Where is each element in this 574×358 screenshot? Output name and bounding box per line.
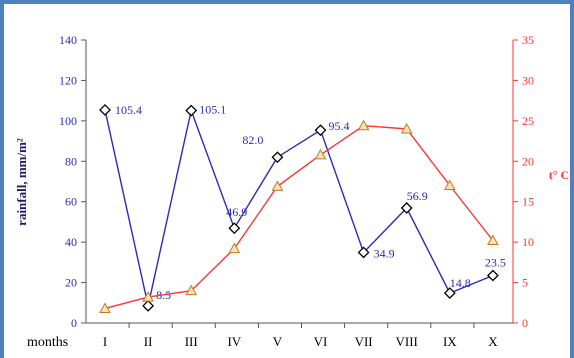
data-label: 14.8	[450, 276, 471, 290]
y-left-tick-label: 140	[59, 33, 77, 47]
rainfall-point	[99, 104, 111, 116]
y-right-tick-label: 10	[522, 235, 534, 249]
y-right-tick-label: 35	[522, 33, 534, 47]
y-right-tick-label: 5	[522, 276, 528, 290]
y-left-tick-label: 40	[65, 235, 77, 249]
x-tick-label: III	[185, 334, 198, 349]
rainfall-point	[357, 246, 370, 259]
y-left-tick-label: 20	[65, 276, 77, 290]
rainfall-point	[142, 299, 155, 312]
x-tick-label: VII	[355, 334, 373, 349]
data-label: 105.1	[199, 103, 226, 117]
y-right-axis-title: t° C	[549, 168, 569, 182]
rainfall-point	[185, 104, 198, 117]
x-tick-label: V	[273, 334, 283, 349]
x-tick-label: X	[488, 334, 498, 349]
data-label: 95.4	[329, 119, 350, 133]
data-label: 46.9	[226, 205, 247, 219]
temperature-point	[228, 242, 241, 254]
y-right-tick-label: 15	[522, 195, 534, 209]
axes	[81, 39, 518, 328]
rainfall-point	[443, 287, 456, 300]
rainfall-point	[486, 269, 499, 282]
temperature-point	[314, 148, 327, 160]
y-left-tick-label: 80	[65, 154, 77, 168]
y-left-tick-label: 120	[59, 73, 77, 87]
x-tick-label: IV	[227, 334, 241, 349]
temperature-point	[400, 122, 413, 134]
temperature-point	[185, 284, 198, 296]
y-right-tick-label: 20	[522, 154, 534, 168]
temperature-line	[104, 124, 494, 310]
data-label: 82.0	[242, 133, 263, 147]
x-tick-label: I	[103, 334, 107, 349]
x-tick-label: VIII	[396, 334, 418, 349]
data-label: 56.9	[407, 189, 428, 203]
data-label: 23.5	[485, 255, 506, 269]
temperature-point	[142, 291, 154, 302]
y-right-tick-label: 0	[522, 316, 528, 330]
x-tick-label: IX	[443, 334, 457, 349]
data-label: 34.9	[374, 246, 395, 260]
y-right-tick-label: 25	[522, 114, 534, 128]
rainfall-point	[271, 151, 284, 164]
y-left-tick-label: 100	[59, 114, 77, 128]
x-axis-title: months	[27, 335, 68, 350]
temperature-point	[271, 180, 284, 191]
y-left-tick-label: 0	[71, 316, 77, 330]
temperature-point	[443, 179, 456, 191]
rainfall-point	[400, 202, 413, 214]
temperature-point	[357, 119, 370, 131]
x-tick-label: VI	[314, 334, 328, 349]
temperature-point	[99, 302, 111, 313]
rainfall-point	[228, 222, 241, 235]
x-tick-label: II	[144, 334, 153, 349]
rainfall-line	[104, 108, 494, 306]
series-layer: 105.48.5105.146.982.095.434.956.914.823.…	[99, 103, 506, 313]
y-left-tick-label: 60	[65, 195, 77, 209]
temperature-point	[487, 234, 499, 246]
y-right-tick-label: 30	[522, 73, 534, 87]
rainfall-point	[314, 124, 327, 137]
data-label: 105.4	[115, 103, 142, 117]
y-left-axis-title: rainfall, mm/m²	[14, 138, 29, 226]
